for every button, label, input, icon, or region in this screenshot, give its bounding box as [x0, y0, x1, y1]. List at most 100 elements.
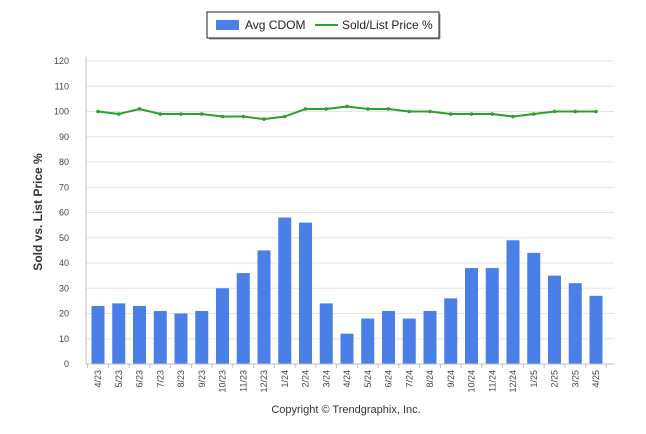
copyright-text: Copyright © Trendgraphix, Inc. — [271, 404, 420, 416]
bar — [382, 310, 395, 364]
bar — [568, 283, 582, 364]
y-tick-label: 120 — [54, 56, 69, 66]
x-tick-label: 7/23 — [155, 370, 165, 388]
price-line — [96, 104, 598, 121]
price-point — [116, 112, 121, 116]
price-point — [531, 112, 536, 116]
bar — [153, 310, 167, 364]
price-point — [262, 117, 266, 121]
bar — [485, 268, 499, 364]
y-tick-label: 30 — [59, 283, 69, 293]
bar — [361, 318, 375, 364]
y-tick-label: 40 — [59, 258, 69, 268]
price-point — [303, 107, 308, 111]
x-tick-label: 8/24 — [425, 370, 435, 388]
bar — [133, 305, 146, 364]
y-tick-label: 60 — [59, 208, 69, 218]
bar — [506, 240, 520, 364]
axes — [85, 57, 614, 368]
price-point — [220, 114, 225, 119]
x-tick-label: 1/24 — [280, 370, 290, 388]
price-point — [158, 112, 163, 116]
x-tick-label: 4/25 — [591, 370, 601, 388]
bar — [216, 288, 229, 364]
bars — [91, 217, 603, 364]
price-line-path — [97, 105, 596, 121]
price-point — [407, 109, 412, 114]
y-tick-label: 50 — [59, 233, 69, 243]
y-tick-labels: 0 10 20 30 40 50 60 70 80 90 100 110 120 — [54, 56, 69, 369]
x-tick-label: 3/25 — [570, 370, 580, 388]
price-point — [469, 112, 474, 116]
bar — [91, 305, 105, 364]
price-point — [179, 112, 183, 116]
legend-label-cdom: Avg CDOM — [245, 18, 305, 32]
price-point — [241, 114, 246, 119]
bar — [589, 295, 603, 364]
x-tick-label: 7/24 — [404, 370, 414, 388]
bar — [319, 303, 333, 364]
x-tick-label: 11/23 — [238, 370, 248, 392]
x-tick-label: 6/23 — [135, 370, 145, 388]
bar — [465, 268, 478, 364]
bar — [548, 275, 561, 364]
x-tick-label: 8/23 — [176, 370, 186, 388]
bar — [236, 273, 250, 364]
x-tick-label: 10/23 — [218, 370, 228, 393]
x-tick-label: 1/25 — [529, 370, 539, 388]
x-tick-label: 2/24 — [301, 370, 311, 388]
x-tick-label: 4/23 — [93, 370, 103, 388]
y-tick-label: 20 — [59, 309, 69, 319]
bar — [402, 318, 416, 364]
x-tick-label: 9/24 — [446, 370, 456, 388]
y-tick-label: 10 — [59, 334, 69, 344]
price-point — [448, 112, 453, 116]
bar — [527, 252, 541, 364]
y-tick-label: 110 — [55, 81, 69, 91]
y-tick-label: 90 — [59, 132, 69, 142]
y-tick-label: 0 — [64, 359, 69, 369]
price-point — [199, 112, 204, 116]
bar — [174, 313, 188, 364]
bar — [340, 333, 354, 364]
x-tick-label: 3/24 — [321, 370, 331, 388]
price-point — [365, 107, 370, 111]
price-point — [137, 107, 142, 111]
bar — [278, 217, 292, 364]
y-axis-label: Sold vs. List Price % — [31, 153, 45, 271]
x-tick-label: 5/24 — [363, 370, 373, 388]
bar — [195, 310, 209, 364]
price-point — [573, 109, 578, 114]
x-tick-label: 6/24 — [384, 370, 394, 388]
x-tick-label: 9/23 — [197, 370, 207, 388]
price-point — [386, 107, 391, 111]
x-tick-label: 5/23 — [114, 370, 124, 388]
x-tick-label: 2/25 — [550, 370, 560, 388]
price-point — [96, 109, 100, 114]
price-point — [552, 109, 557, 114]
y-tick-label: 100 — [54, 107, 69, 117]
y-tick-label: 70 — [59, 182, 69, 192]
legend-swatch-bar — [216, 20, 239, 30]
x-tick-label: 4/24 — [342, 370, 352, 388]
gridlines — [86, 60, 614, 340]
price-point — [428, 109, 432, 114]
x-tick-label: 11/24 — [487, 370, 497, 392]
bar — [444, 298, 458, 364]
bar — [257, 250, 271, 364]
price-point — [282, 114, 287, 119]
x-tick-label: 10/24 — [467, 370, 477, 393]
y-tick-label: 80 — [59, 157, 69, 167]
x-tick-label: 12/23 — [259, 370, 269, 393]
legend-label-price: Sold/List Price % — [342, 18, 433, 32]
bar — [423, 310, 437, 364]
price-point — [324, 107, 329, 111]
price-point — [511, 114, 515, 119]
x-tick-labels: 4/23 5/23 6/23 7/23 8/23 9/23 10/23 11/23 12/23 1… — [93, 370, 601, 393]
x-tick-label: 12/24 — [508, 370, 518, 393]
price-point — [345, 104, 349, 109]
bar — [299, 222, 312, 364]
price-point — [490, 112, 495, 116]
price-point — [594, 109, 598, 114]
